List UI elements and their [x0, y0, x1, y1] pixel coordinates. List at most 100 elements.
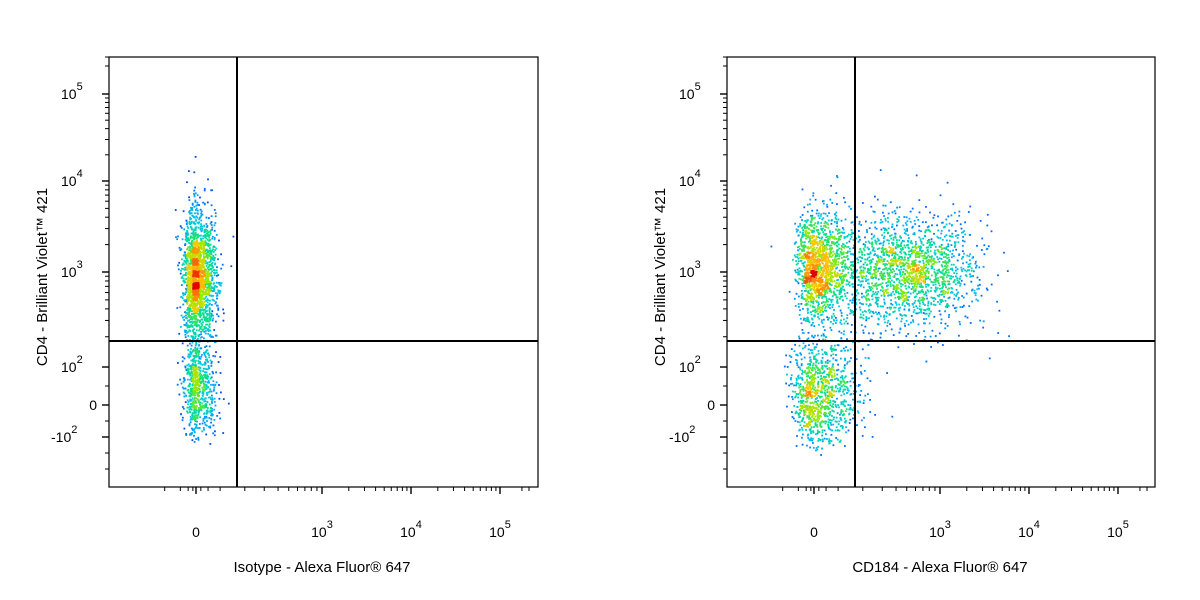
- event-dot: [835, 390, 838, 393]
- event-dot: [200, 223, 202, 225]
- event-dot: [848, 408, 851, 411]
- event-dot: [857, 292, 859, 295]
- event-dot: [197, 350, 200, 353]
- event-dot: [910, 315, 913, 317]
- event-dot: [799, 400, 802, 402]
- event-dot: [192, 232, 195, 235]
- event-dot: [811, 439, 814, 442]
- event-dot: [194, 311, 197, 314]
- event-dot: [187, 238, 190, 241]
- event-dot: [809, 358, 812, 361]
- event-dot: [898, 331, 901, 334]
- event-dot: [207, 277, 209, 279]
- event-dot: [201, 376, 203, 379]
- event-dot: [188, 255, 191, 258]
- event-dot: [901, 283, 904, 286]
- event-dot: [947, 271, 950, 274]
- event-dot: [203, 400, 206, 403]
- event-dot: [870, 205, 873, 208]
- event-dot: [808, 344, 810, 346]
- event-dot: [802, 225, 805, 228]
- event-dot: [880, 294, 883, 297]
- event-dot: [858, 220, 861, 223]
- event-dot: [203, 267, 206, 270]
- event-dot: [886, 306, 889, 309]
- event-dot: [924, 335, 927, 338]
- event-dot: [915, 174, 918, 177]
- event-dot: [198, 423, 201, 425]
- event-dot: [882, 204, 885, 207]
- event-dot: [804, 225, 806, 227]
- event-dot: [196, 379, 198, 382]
- event-dot: [882, 227, 885, 230]
- event-dot: [925, 229, 928, 232]
- event-dot: [198, 360, 201, 363]
- event-dot: [192, 338, 195, 340]
- event-dot: [893, 255, 896, 257]
- event-dot: [211, 267, 214, 269]
- event-dot: [893, 306, 896, 309]
- event-dot: [974, 292, 977, 294]
- event-dot: [809, 214, 812, 217]
- event-dot: [200, 212, 203, 215]
- event-dot: [213, 269, 216, 272]
- event-dot: [888, 313, 891, 316]
- event-dot: [201, 312, 204, 315]
- event-dot: [839, 439, 842, 442]
- event-dot: [194, 259, 197, 262]
- event-dot: [859, 302, 861, 304]
- event-dot: [213, 282, 216, 285]
- event-dot: [213, 224, 216, 227]
- event-dot: [200, 288, 202, 291]
- event-dot: [900, 249, 903, 252]
- event-dot: [811, 334, 813, 337]
- event-dot: [794, 395, 797, 398]
- event-dot: [199, 347, 202, 350]
- event-dot: [860, 260, 862, 263]
- event-dot: [924, 322, 926, 325]
- event-dot: [824, 394, 827, 397]
- event-dot: [843, 366, 846, 369]
- event-dot: [190, 351, 193, 354]
- event-dot: [876, 237, 879, 240]
- event-dot: [911, 246, 914, 249]
- event-dot: [903, 232, 906, 234]
- event-dot: [900, 252, 903, 255]
- event-dot: [797, 271, 800, 274]
- event-dot: [938, 293, 941, 296]
- event-dot: [200, 219, 203, 222]
- event-dot: [204, 371, 206, 373]
- event-dot: [934, 246, 937, 248]
- event-dot: [211, 400, 213, 403]
- event-dot: [217, 282, 220, 285]
- event-dot: [898, 281, 901, 284]
- event-dot: [797, 229, 799, 231]
- event-dot: [793, 350, 796, 353]
- event-dot: [814, 364, 817, 367]
- event-dot: [960, 268, 963, 271]
- event-dot: [214, 222, 217, 224]
- event-dot: [835, 319, 838, 322]
- event-dot: [899, 271, 902, 274]
- event-dot: [866, 246, 869, 249]
- y-tick-label: 102: [61, 354, 83, 375]
- event-dot: [843, 236, 846, 238]
- event-dot: [191, 397, 194, 400]
- event-dot: [786, 366, 789, 368]
- event-dot: [195, 204, 198, 207]
- event-dot: [191, 310, 193, 313]
- event-dot: [821, 382, 824, 385]
- event-dot: [194, 308, 197, 310]
- event-dot: [202, 260, 205, 263]
- event-dot: [206, 381, 209, 384]
- event-dot: [800, 303, 803, 305]
- event-dot: [197, 290, 200, 293]
- event-dot: [189, 399, 191, 402]
- event-dot: [826, 203, 828, 206]
- event-dot: [841, 227, 844, 229]
- event-dot: [870, 315, 873, 318]
- event-dot: [846, 235, 849, 237]
- event-dot: [196, 204, 199, 206]
- event-dot: [858, 223, 861, 225]
- event-dot: [204, 308, 206, 311]
